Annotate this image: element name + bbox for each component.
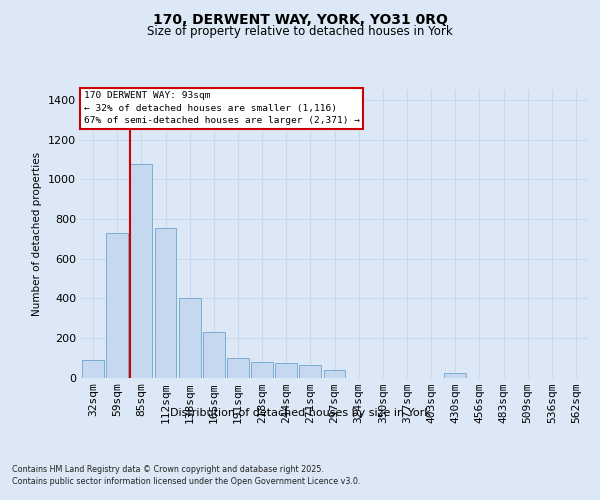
Text: Contains public sector information licensed under the Open Government Licence v3: Contains public sector information licen… [12, 477, 361, 486]
Bar [227, 358, 249, 378]
Y-axis label: Number of detached properties: Number of detached properties [32, 152, 43, 316]
Bar [323, 370, 346, 378]
Bar [251, 362, 273, 378]
Bar [445, 372, 466, 378]
Bar [179, 298, 200, 378]
Text: Contains HM Land Registry data © Crown copyright and database right 2025.: Contains HM Land Registry data © Crown c… [12, 466, 324, 474]
Text: Distribution of detached houses by size in York: Distribution of detached houses by size … [170, 408, 430, 418]
Bar [155, 228, 176, 378]
Bar [82, 360, 104, 378]
Text: 170 DERWENT WAY: 93sqm
← 32% of detached houses are smaller (1,116)
67% of semi-: 170 DERWENT WAY: 93sqm ← 32% of detached… [83, 92, 359, 126]
Bar [106, 233, 128, 378]
Bar [299, 364, 321, 378]
Text: Size of property relative to detached houses in York: Size of property relative to detached ho… [147, 25, 453, 38]
Bar [130, 164, 152, 378]
Bar [275, 362, 297, 378]
Bar [203, 332, 224, 378]
Text: 170, DERWENT WAY, YORK, YO31 0RQ: 170, DERWENT WAY, YORK, YO31 0RQ [152, 12, 448, 26]
